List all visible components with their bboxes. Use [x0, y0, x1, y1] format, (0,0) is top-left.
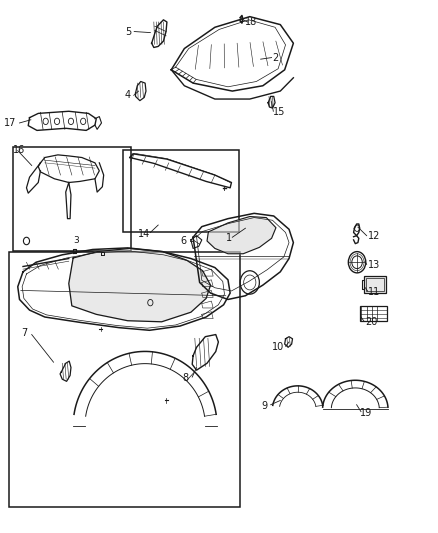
Text: 18: 18	[244, 17, 257, 27]
Text: 12: 12	[367, 231, 380, 241]
Text: 9: 9	[261, 401, 267, 411]
Text: 3: 3	[73, 237, 79, 246]
Text: 11: 11	[368, 287, 381, 297]
Text: 10: 10	[272, 342, 284, 352]
Text: 6: 6	[180, 236, 187, 246]
Bar	[366, 278, 384, 291]
Bar	[360, 306, 387, 321]
Text: 8: 8	[183, 373, 189, 383]
Text: 19: 19	[360, 408, 372, 418]
Bar	[14, 147, 131, 251]
Text: 7: 7	[21, 328, 27, 338]
Text: 16: 16	[14, 144, 26, 155]
Text: 5: 5	[125, 27, 131, 37]
Text: 13: 13	[367, 261, 380, 270]
Text: 2: 2	[272, 53, 279, 62]
Polygon shape	[69, 248, 211, 322]
Text: 4: 4	[125, 90, 131, 100]
Text: 17: 17	[4, 118, 17, 128]
Bar	[124, 150, 239, 232]
Polygon shape	[207, 216, 276, 254]
Bar	[364, 276, 386, 293]
Text: 15: 15	[272, 107, 285, 117]
Bar	[9, 252, 240, 507]
Text: 20: 20	[365, 317, 378, 327]
Text: 14: 14	[138, 229, 150, 239]
Text: 1: 1	[226, 233, 232, 244]
